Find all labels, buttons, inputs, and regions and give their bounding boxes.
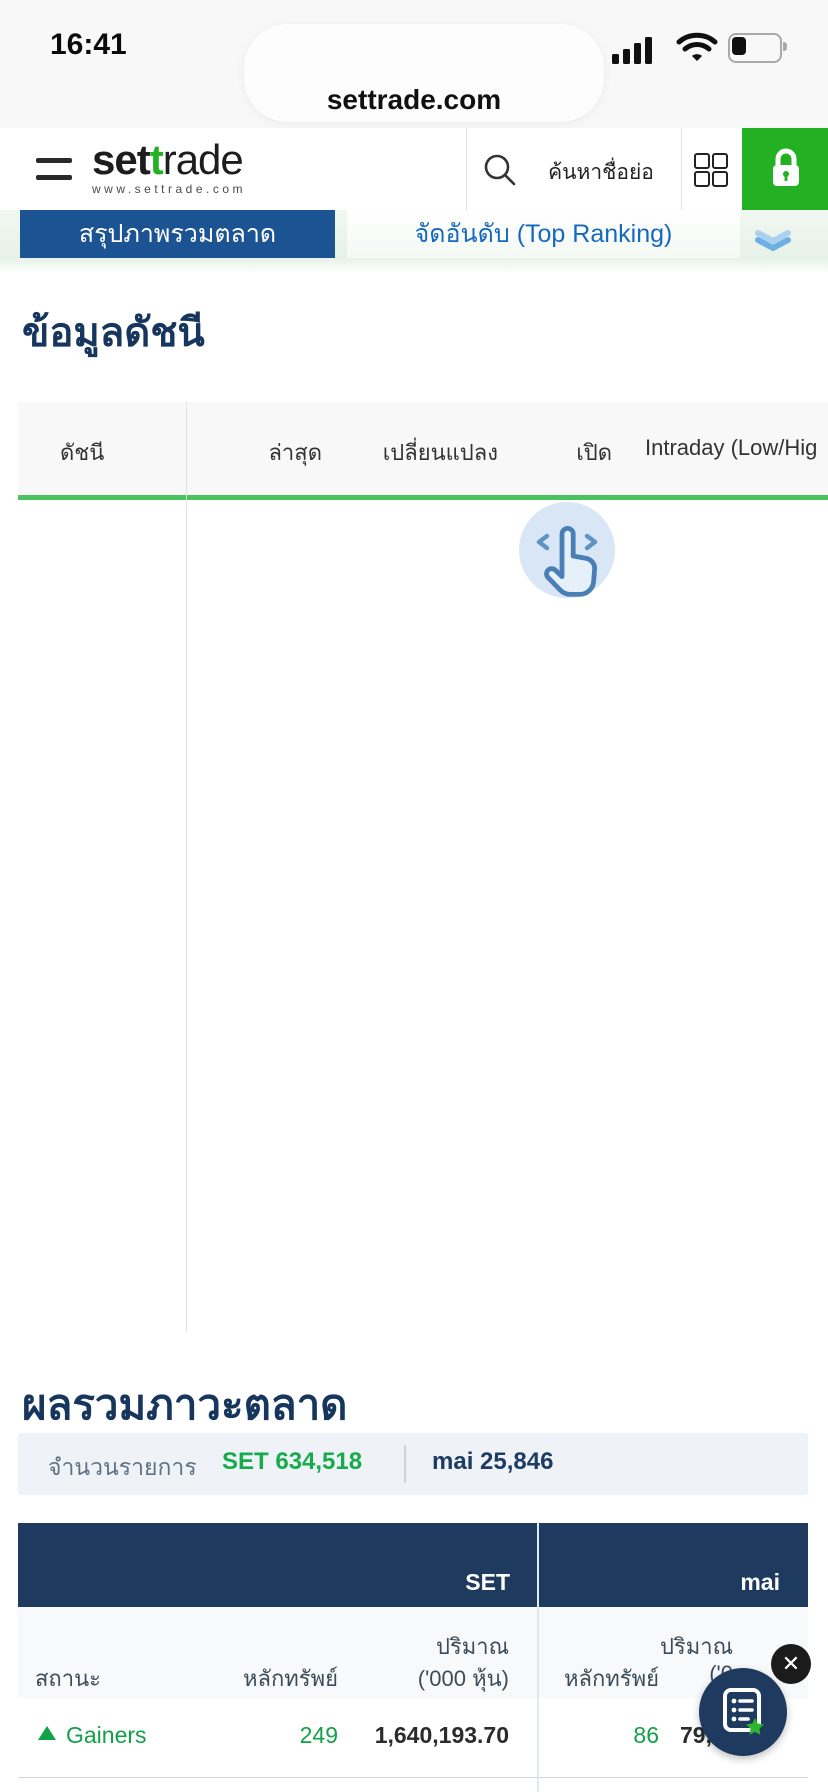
url-text[interactable]: settrade.com — [326, 84, 502, 115]
set-securities-value: 249 — [299, 1722, 338, 1748]
chevron-down-icon[interactable] — [752, 228, 794, 254]
tap-cursor-overlay — [519, 502, 615, 598]
menu-icon[interactable] — [36, 158, 72, 182]
tab-bar: สรุปภาพรวมตลาด จัดอันดับ (Top Ranking) — [0, 210, 828, 258]
signal-icon — [612, 34, 664, 64]
set-count: SET 634,518 — [222, 1448, 363, 1475]
site-header: settrade www.settrade.com ค้นหาชื่อย่อ — [0, 128, 828, 211]
battery-icon — [728, 33, 790, 63]
market-summary-table: SET mai สถานะ หลักทรัพย์ ปริมาณ ('000 หุ… — [18, 1523, 808, 1792]
index-table-header: ดัชนี ล่าสุด เปลี่ยนแปลง เปิด Intraday (… — [18, 402, 828, 495]
search-icon[interactable] — [482, 152, 518, 188]
url-pill[interactable] — [244, 24, 604, 122]
index-section-title: ข้อมูลดัชนี — [22, 311, 205, 355]
subcol-volume-2: ('000 หุ้น) — [417, 1666, 509, 1691]
mai-count: mai 25,846 — [432, 1448, 554, 1475]
logo-t: t — [149, 136, 164, 183]
wifi-icon — [676, 32, 718, 61]
count-divider — [404, 1445, 406, 1483]
browser-top-bar: 16:41 settrade.com — [0, 0, 828, 128]
tab-top-ranking[interactable]: จัดอันดับ (Top Ranking) — [347, 210, 740, 258]
list-star-icon — [723, 1688, 764, 1735]
watchlist-fab-button[interactable] — [699, 1668, 787, 1756]
subcol-status: สถานะ — [35, 1666, 101, 1691]
market-table-group-header: SET mai — [18, 1523, 808, 1607]
subcol-mai-securities: หลักทรัพย์ — [563, 1666, 659, 1691]
mai-securities-value: 86 — [633, 1722, 659, 1748]
col-change: เปลี่ยนแปลง — [382, 440, 498, 465]
gainers-row[interactable]: Gainers 249 1,640,193.70 86 79, — [18, 1698, 808, 1778]
subcol-securities: หลักทรัพย์ — [242, 1666, 338, 1691]
col-index: ดัชนี — [60, 440, 105, 465]
fab-close-button[interactable]: ✕ — [771, 1644, 811, 1684]
col-intraday: Intraday (Low/Hig — [645, 435, 818, 460]
close-icon: ✕ — [781, 1651, 801, 1676]
table-accent-line — [18, 495, 828, 500]
login-lock-button[interactable] — [742, 128, 828, 210]
lock-icon — [773, 148, 799, 186]
count-label: จำนวนรายการ — [48, 1454, 197, 1480]
logo-set: set — [92, 136, 151, 183]
row-status: Gainers — [66, 1722, 147, 1748]
column-divider — [186, 402, 187, 1332]
group-mai: mai — [740, 1569, 780, 1595]
settrade-logo[interactable]: settrade www.settrade.com — [92, 139, 247, 197]
set-volume-value: 1,640,193.70 — [374, 1722, 509, 1748]
status-time: 16:41 — [50, 28, 127, 61]
up-triangle-icon — [38, 1726, 56, 1740]
col-last: ล่าสุด — [268, 440, 322, 465]
logo-subtitle: www.settrade.com — [92, 182, 247, 196]
column-divider — [537, 1523, 539, 1792]
tab-market-overview[interactable]: สรุปภาพรวมตลาด — [20, 210, 335, 258]
logo-rade: rade — [162, 136, 244, 183]
index-table: ดัชนี ล่าสุด เปลี่ยนแปลง เปิด Intraday (… — [18, 402, 828, 1332]
search-symbol-label[interactable]: ค้นหาชื่อย่อ — [548, 161, 654, 184]
tab-fade — [0, 258, 828, 274]
market-section-title: ผลรวมภาวะตลาด — [22, 1381, 348, 1428]
subcol-mai-volume-1: ปริมาณ — [659, 1634, 733, 1659]
hand-cursor-icon — [536, 526, 598, 597]
subcol-volume-1: ปริมาณ — [435, 1634, 509, 1659]
market-table-subheader: สถานะ หลักทรัพย์ ปริมาณ ('000 หุ้น) หลัก… — [18, 1607, 808, 1700]
group-set: SET — [465, 1569, 510, 1595]
transaction-count-box: จำนวนรายการ SET 634,518 mai 25,846 — [18, 1433, 808, 1495]
col-open: เปิด — [576, 440, 612, 465]
apps-grid-icon[interactable] — [694, 153, 728, 187]
